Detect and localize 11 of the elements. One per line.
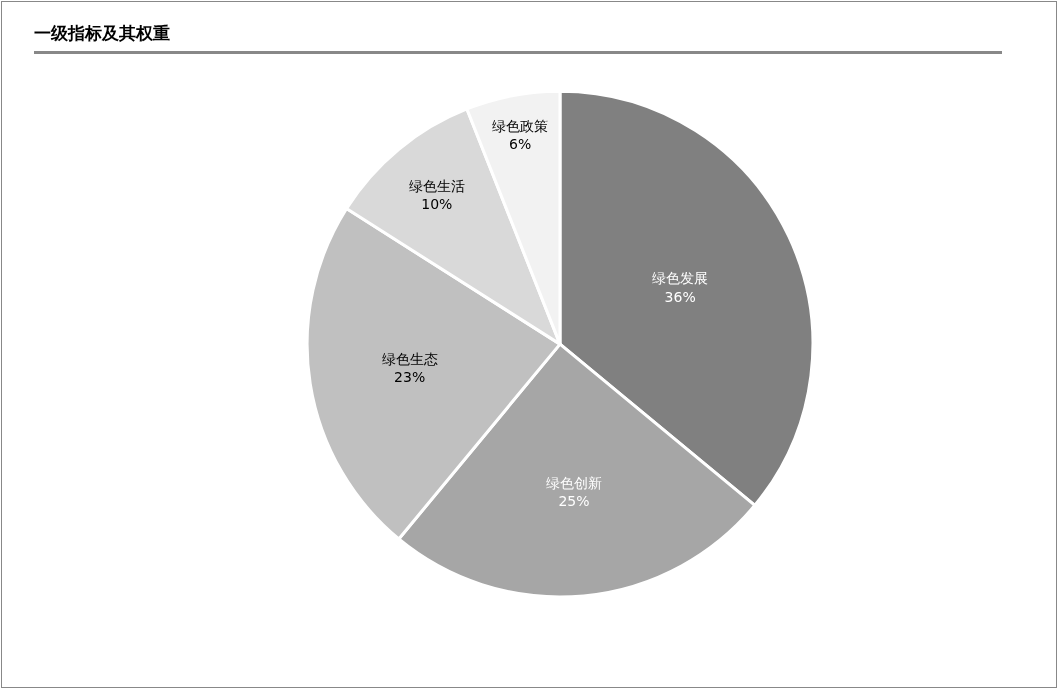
data-label: 25% bbox=[558, 492, 590, 509]
data-label: 36% bbox=[664, 288, 696, 305]
data-label: 6% bbox=[508, 136, 532, 152]
slice-label: 绿色政策 bbox=[492, 117, 549, 134]
slice-label: 绿色生活 bbox=[408, 178, 465, 195]
data-label: 10% bbox=[421, 196, 453, 213]
slice-label: 绿色生态 bbox=[381, 350, 438, 367]
data-label: 23% bbox=[394, 369, 426, 386]
text: 一级指标及其权重 bbox=[34, 22, 1002, 54]
slice-label: 绿色创新 bbox=[545, 474, 602, 491]
slice-label: 绿色发展 bbox=[652, 270, 709, 287]
